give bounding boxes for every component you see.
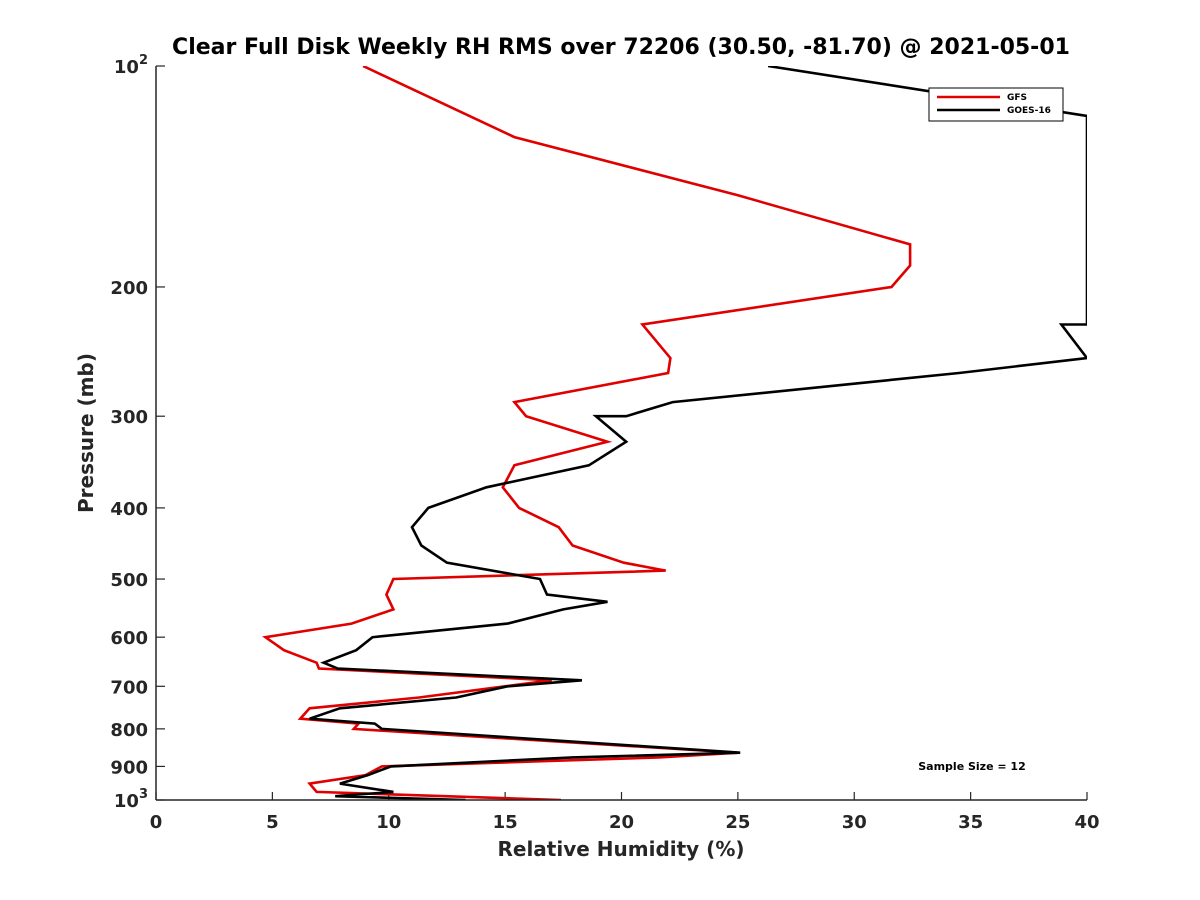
series-line-goes16: [309, 66, 1087, 800]
series-layer: [262, 66, 1087, 800]
x-axis-label: Relative Humidity (%): [497, 837, 744, 861]
legend-box: [928, 87, 1064, 122]
y-tick-label: 500: [110, 570, 148, 591]
x-axis-ticks: 0 5 10 15 20 25 30 35 40: [150, 792, 1100, 833]
x-tick-label: 40: [1074, 812, 1099, 833]
x-tick-label: 5: [266, 812, 279, 833]
x-tick-label: 10: [376, 812, 401, 833]
y-tick-label: 200: [110, 278, 148, 299]
y-tick-label: 600: [110, 628, 148, 649]
x-tick-label: 20: [609, 812, 634, 833]
x-tick-label: 35: [958, 812, 983, 833]
y-axis-label: Pressure (mb): [74, 353, 98, 513]
y-tick-label: 400: [110, 499, 148, 520]
y-tick-label: 900: [110, 757, 148, 778]
legend-label-gfs: GFS: [1007, 93, 1027, 103]
x-tick-label: 30: [842, 812, 867, 833]
y-axis-ticks: 102 200 300 400 500 600 700 800 900 103: [110, 53, 165, 812]
legend-label-goes16: GOES-16: [1007, 106, 1051, 116]
sample-size-annotation: Sample Size = 12: [918, 760, 1025, 773]
legend: GFS GOES-16: [928, 87, 1064, 122]
y-tick-label: 300: [110, 407, 148, 428]
x-tick-label: 0: [150, 812, 163, 833]
y-tick-label: 102: [114, 53, 148, 78]
y-tick-label: 800: [110, 720, 148, 741]
chart-title: Clear Full Disk Weekly RH RMS over 72206…: [172, 35, 1070, 60]
series-line-gfs: [262, 66, 912, 800]
x-tick-label: 25: [725, 812, 750, 833]
y-tick-label: 700: [110, 677, 148, 698]
x-tick-label: 15: [493, 812, 518, 833]
y-tick-label: 103: [114, 787, 148, 812]
